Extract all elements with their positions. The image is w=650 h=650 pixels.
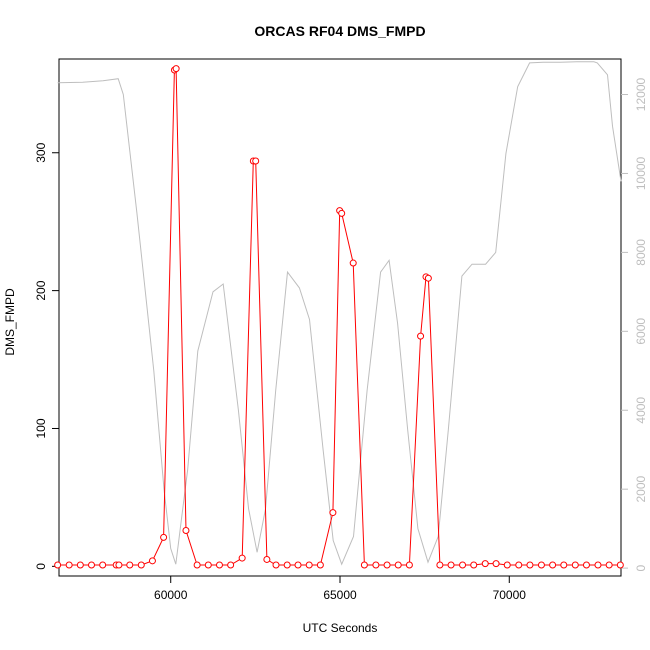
left-axis-series-point [526,561,534,569]
left-axis-series-point [338,209,346,217]
chart-title: ORCAS RF04 DMS_FMPD [254,23,425,39]
y-axis-left: 0 100 200 300 [34,142,59,570]
y2-tick-label: 8000 [634,239,648,266]
left-axis-series-point [481,560,489,568]
left-axis-series-point [126,561,134,569]
left-axis-series-point [54,561,62,569]
x-axis-label: UTC Seconds [303,621,378,635]
left-axis-series-point [360,561,368,569]
left-axis-series-point [148,557,156,565]
left-axis-series-point [605,561,613,569]
left-axis-series-point [515,561,523,569]
y-tick-label: 200 [34,280,48,300]
y-axis-label: DMS_FMPD [3,288,17,356]
left-axis-series-point [99,561,107,569]
x-tick-label: 70000 [493,588,527,602]
y-tick-label: 100 [34,418,48,438]
left-axis-series-point [459,561,467,569]
left-axis-series-point [215,561,223,569]
left-axis-series-point [88,561,96,569]
left-axis-series-point [560,561,568,569]
left-axis-series-point [383,561,391,569]
y-axis-right: 0 2000 4000 6000 8000 10000 12000 [621,78,648,571]
y2-tick-label: 12000 [634,78,648,112]
left-axis-series-point [193,561,201,569]
y2-tick-label: 0 [634,564,648,571]
left-axis-series-point [160,533,168,541]
left-axis-series-point [294,561,302,569]
left-axis-series-point [115,561,123,569]
left-axis-series-point [316,561,324,569]
left-axis-series-point [405,561,413,569]
left-axis-series-point [65,561,73,569]
left-axis-series-point [272,561,280,569]
left-axis-series-point [305,561,313,569]
left-axis-series-point [424,274,432,282]
left-axis-series-point [204,561,212,569]
x-tick-label: 60000 [154,588,188,602]
left-axis-series-point [227,561,235,569]
left-axis-series-point [549,561,557,569]
left-axis-series-point [172,65,180,73]
left-axis-series-point [372,561,380,569]
y2-tick-label: 2000 [634,476,648,503]
x-axis: 60000 65000 70000 [154,576,526,602]
left-axis-series-point [283,561,291,569]
left-axis-series-point [503,561,511,569]
left-axis-series-point [137,561,145,569]
series-layer [54,61,624,569]
x-tick-label: 65000 [323,588,357,602]
left-axis-series-point [447,561,455,569]
y2-tick-label: 10000 [634,156,648,190]
left-axis-series-point [571,561,579,569]
left-axis-series-point [492,560,500,568]
left-axis-series-point [582,561,590,569]
right-axis-series-line [57,61,622,566]
left-axis-series-point [394,561,402,569]
left-axis-series-point [417,332,425,340]
y-tick-label: 300 [34,142,48,162]
left-axis-series-point [436,561,444,569]
left-axis-series-point [182,527,190,535]
y-tick-label: 0 [34,563,48,570]
left-axis-series-point [238,554,246,562]
left-axis-series-point [329,509,337,517]
left-axis-series-point [537,561,545,569]
y2-tick-label: 6000 [634,318,648,345]
left-axis-series-point [252,157,260,165]
y2-tick-label: 4000 [634,397,648,424]
left-axis-series-point [594,561,602,569]
left-axis-series-point [76,561,84,569]
left-axis-series-point [349,259,357,267]
left-axis-series-point [616,561,624,569]
left-axis-series-point [470,561,478,569]
left-axis-series-point [263,555,271,563]
